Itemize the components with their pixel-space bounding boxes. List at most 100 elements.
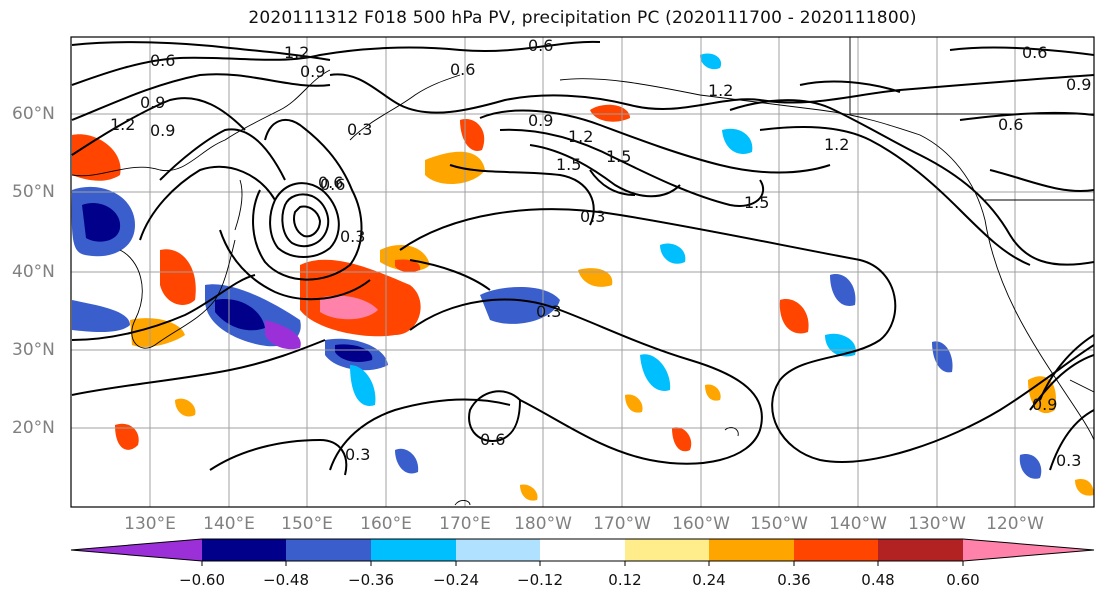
pv-contour-vortex-outer <box>269 182 340 258</box>
lon-label: 170°W <box>593 514 651 534</box>
precip-area <box>72 134 121 181</box>
pv-contour <box>159 128 286 181</box>
precip-area <box>160 249 196 305</box>
colorbar-tick-label: −0.60 <box>179 571 225 589</box>
colorbar-tick-label: −0.12 <box>517 571 563 589</box>
pv-contour <box>409 259 491 291</box>
lat-label: 50°N <box>12 182 55 202</box>
contour-label: 0.6 <box>998 115 1023 134</box>
contour-label: 0.9 <box>1032 395 1057 414</box>
precip-area <box>175 398 196 417</box>
lon-label: 140°W <box>829 514 887 534</box>
coastline-japan <box>119 239 236 349</box>
colorbar-tick-label: −0.36 <box>348 571 394 589</box>
colorbar-tick-label: 0.12 <box>608 571 642 589</box>
colorbar-segment <box>794 539 878 561</box>
map-frame <box>70 36 1095 508</box>
precip-area <box>395 448 419 474</box>
pv-contour <box>499 128 765 207</box>
lon-label: 140°E <box>203 514 255 534</box>
pv-contour <box>209 438 348 476</box>
contour-label: 0.6 <box>450 60 475 79</box>
precip-area <box>82 202 121 242</box>
lat-label: 20°N <box>12 418 55 438</box>
pv-contour <box>729 99 1094 266</box>
pv-contour <box>329 73 1094 114</box>
colorbar-segment <box>625 539 709 561</box>
pv-contour <box>989 169 1094 192</box>
contour-label: 1.5 <box>606 147 631 166</box>
contour-label: 0.6 <box>480 430 505 449</box>
pv-contour <box>399 208 1094 463</box>
pv-contour <box>71 41 331 61</box>
pv-contour <box>409 298 763 465</box>
pv-contour <box>329 398 511 471</box>
lon-label: 180°W <box>514 514 572 534</box>
pv-contour <box>799 80 901 93</box>
colorbar-segment <box>709 539 794 561</box>
precip-area <box>265 320 301 350</box>
contour-label: 0.6 <box>320 175 345 194</box>
contour-label: 0.3 <box>1056 451 1081 470</box>
precip-area <box>672 427 692 452</box>
precip-area <box>425 151 485 185</box>
contour-label: 1.2 <box>568 127 593 146</box>
pv-contour <box>1029 354 1094 411</box>
contour-label: 1.5 <box>556 155 581 174</box>
lon-label: 130°W <box>908 514 966 534</box>
contour-label: 0.9 <box>140 93 165 112</box>
pv-contour <box>589 169 636 196</box>
precip-area <box>520 484 538 501</box>
lon-label: 160°W <box>672 514 730 534</box>
pv-contour <box>71 339 326 396</box>
contour-labels: 0.6 1.2 0.9 0.6 0.6 0.9 1.2 0.6 0.9 0.3 … <box>110 37 1091 470</box>
precip-area <box>700 53 722 70</box>
lat-label: 40°N <box>12 262 55 282</box>
colorbar-segment <box>286 539 371 561</box>
contour-label: 0.6 <box>150 51 175 70</box>
contour-label: 0.6 <box>318 173 343 192</box>
contour-label: 1.5 <box>744 193 769 212</box>
border-us-mexico <box>1069 379 1094 393</box>
colorbar-segment <box>878 539 963 561</box>
precip-area <box>722 128 753 154</box>
precip-area <box>72 300 130 333</box>
coastline-hawaii <box>724 427 739 437</box>
pv-contour-vortex-mid <box>281 193 330 248</box>
contour-label: 0.9 <box>150 121 175 140</box>
colorbar <box>70 538 1095 566</box>
contour-label: 1.2 <box>824 135 849 154</box>
precip-area <box>215 299 265 331</box>
coastline-kamchatka <box>349 74 461 141</box>
precip-area <box>335 344 373 363</box>
contour-label: 1.2 <box>110 115 135 134</box>
pv-contour <box>949 46 1094 56</box>
contour-label: 0.3 <box>345 445 370 464</box>
precip-area <box>825 333 856 357</box>
pv-contour <box>139 165 276 241</box>
lon-label: 150°E <box>281 514 333 534</box>
colorbar-segment <box>456 539 540 561</box>
colorbar-tick-label: −0.24 <box>433 571 479 589</box>
colorbar-tick-label: −0.48 <box>263 571 309 589</box>
contour-label: 0.3 <box>347 120 372 139</box>
precip-area <box>830 274 856 306</box>
colorbar-tick-label: 0.48 <box>861 571 895 589</box>
precip-area <box>578 268 613 287</box>
colorbar-tick-label: 0.24 <box>692 571 726 589</box>
contour-label: 0.9 <box>528 111 553 130</box>
precip-area <box>705 384 721 401</box>
contour-label: 0.3 <box>536 302 561 321</box>
precip-area <box>460 119 485 151</box>
pv-contour <box>71 97 246 156</box>
colorbar-tick-label: 0.36 <box>777 571 811 589</box>
precip-area <box>625 394 643 413</box>
colorbar-tick-label: 0.60 <box>946 571 980 589</box>
contour-label: 0.3 <box>340 227 365 246</box>
precip-area <box>660 243 686 264</box>
pv-contours <box>71 40 1094 476</box>
lon-label: 160°E <box>360 514 412 534</box>
precip-area <box>1075 479 1094 496</box>
precip-area <box>115 423 139 450</box>
pv-contour <box>71 40 601 86</box>
